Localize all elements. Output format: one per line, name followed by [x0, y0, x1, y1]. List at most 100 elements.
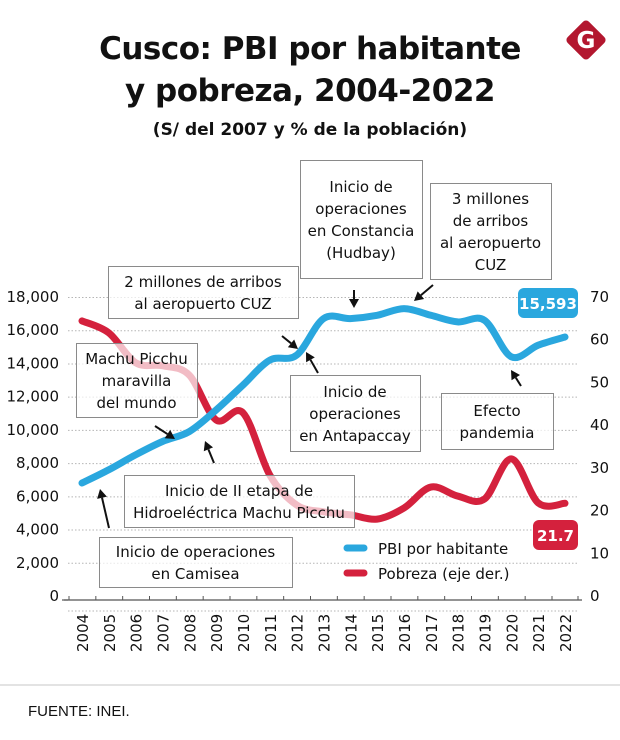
x-axis-year-label: 2018: [450, 614, 468, 652]
x-axis-year-label: 2010: [235, 614, 253, 652]
axes: 0 2,000 4,000 6,000 8,000 10,000 12,000 14,000 1…: [7, 288, 610, 652]
annotation-text: pandemia: [460, 424, 535, 442]
annotation-arrow: [101, 497, 110, 529]
logo-diamond: [566, 20, 606, 60]
left-axis-tick-label: 4,000: [16, 521, 59, 539]
chart-area: 0 2,000 4,000 6,000 8,000 10,000 12,000 14,000 1…: [7, 160, 610, 652]
x-axis-year-label: 2019: [477, 614, 495, 652]
annotation-arrowhead-icon: [287, 339, 298, 349]
annotation-text: al aeropuerto CUZ: [134, 295, 271, 313]
annotation-arrow: [309, 359, 319, 374]
right-axis-tick-label: 50: [590, 373, 609, 391]
chart-title: Cusco: PBI por habitante y pobreza, 2004…: [0, 28, 620, 112]
x-axis-year-label: 2004: [74, 614, 92, 652]
annotation-text: Hidroeléctrica Machu Picchu: [133, 504, 345, 522]
x-axis-year-label: 2017: [423, 614, 441, 652]
pbi-badge-background: [518, 288, 578, 318]
title-line-1: Cusco: PBI por habitante: [99, 31, 521, 67]
annotation-text: operaciones: [315, 200, 407, 218]
annotation-arrowhead-icon: [349, 299, 359, 308]
annotation-frame: [76, 343, 198, 418]
right-axis-tick-label: 40: [590, 416, 609, 434]
annotation-frame: [430, 183, 552, 280]
right-axis-tick-label: 70: [590, 288, 609, 306]
legend: PBI por habitante Pobreza (eje der.): [343, 540, 510, 583]
annotation-frame: [99, 537, 293, 588]
x-axis-year-label: 2015: [369, 614, 387, 652]
pbi-badge-value: 15,593: [519, 295, 577, 313]
annotation-text: en Constancia: [308, 222, 415, 240]
annotation-frame: [124, 475, 355, 528]
annotation-arrowhead-icon: [511, 370, 521, 381]
annotation-box: 3 millones de arribos al aeropuerto CUZ: [414, 183, 552, 301]
right-axis-tick-label: 30: [590, 459, 609, 477]
annotation-frame: [441, 393, 554, 450]
x-axis-year-label: 2014: [342, 614, 360, 652]
pobreza-end-badge: 21.7: [533, 520, 578, 550]
annotation-arrowhead-icon: [306, 352, 315, 363]
x-axis-year-label: 2013: [316, 614, 334, 652]
annotation-text: Inicio de: [323, 383, 386, 401]
pobreza-badge-value: 21.7: [537, 527, 574, 545]
pbi-end-badge: 15,593: [518, 288, 578, 318]
annotation-text: Inicio de II etapa de: [165, 482, 313, 500]
right-axis-tick-label: 10: [590, 544, 609, 562]
annotation-text: maravilla: [102, 372, 172, 390]
legend-label-pbi: PBI por habitante: [378, 540, 508, 558]
x-axis-year-label: 2009: [208, 614, 226, 652]
annotation-text: Efecto: [473, 402, 520, 420]
logo-letter: G: [577, 28, 596, 54]
legend-item-pbi: PBI por habitante: [343, 540, 508, 558]
annotation-frame: [300, 160, 423, 279]
annotation-arrow: [207, 448, 215, 464]
x-axis-year-label: 2021: [530, 614, 548, 652]
annotation-arrowhead-icon: [164, 429, 175, 439]
annotation-text: de arribos: [453, 212, 529, 230]
annotation-arrowhead-icon: [414, 291, 425, 301]
left-axis-tick-label: 8,000: [16, 454, 59, 472]
annotation-box: Inicio de II etapa de Hidroeléctrica Mach…: [124, 441, 355, 528]
annotation-arrowhead-icon: [97, 489, 107, 499]
right-axis-tick-label: 20: [590, 502, 609, 520]
annotation-frame: [290, 375, 421, 452]
annotation-box: Inicio de operaciones en Antapaccay: [290, 352, 421, 452]
source-note: FUENTE: INEI.: [28, 703, 130, 720]
annotation-text: 3 millones: [452, 190, 529, 208]
annotation-text: 2 millones de arribos: [124, 273, 282, 291]
annotation-arrow: [154, 425, 168, 435]
x-axis-year-label: 2007: [155, 614, 173, 652]
annotation-arrowhead-icon: [203, 441, 214, 452]
left-axis-tick-label: 14,000: [7, 354, 60, 372]
annotation-text: del mundo: [96, 394, 176, 412]
left-axis-tick-label: 10,000: [7, 421, 60, 439]
annotation-text: CUZ: [475, 256, 506, 274]
x-axis-year-label: 2020: [503, 614, 521, 652]
right-axis-tick-label: 60: [590, 331, 609, 349]
annotation-text: al aeropuerto: [440, 234, 541, 252]
left-axis-tick-label: 16,000: [7, 321, 60, 339]
annotation-arrow: [514, 377, 522, 387]
annotation-box: Machu Picchu maravilla del mundo: [76, 343, 198, 439]
annotation-text: operaciones: [309, 405, 401, 423]
annotations: Inicio de operaciones en Camisea Machu Pic…: [76, 160, 554, 588]
annotation-arrow: [281, 335, 292, 345]
annotation-text: Inicio de operaciones: [116, 543, 276, 561]
x-axis-year-label: 2012: [289, 614, 307, 652]
legend-label-pobreza: Pobreza (eje der.): [378, 565, 510, 583]
x-axis-year-label: 2005: [101, 614, 119, 652]
x-axis-year-label: 2011: [262, 614, 280, 652]
annotation-text: Inicio de: [329, 178, 392, 196]
annotation-box: Inicio de operaciones en Constancia (Hudbay…: [300, 160, 423, 308]
left-axis-tick-label: 6,000: [16, 487, 59, 505]
annotation-text: en Camisea: [151, 565, 239, 583]
left-axis-tick-label: 12,000: [7, 388, 60, 406]
x-axis-year-label: 2006: [128, 614, 146, 652]
footer-divider: [0, 684, 620, 686]
gestion-logo-icon: G: [566, 20, 606, 60]
title-line-2: y pobreza, 2004-2022: [125, 73, 495, 109]
left-axis-tick-label: 18,000: [7, 288, 60, 306]
x-axis-year-label: 2016: [396, 614, 414, 652]
annotation-box: Inicio de operaciones en Camisea: [97, 489, 293, 588]
chart-subtitle: (S/ del 2007 y % de la población): [152, 120, 468, 140]
annotation-box: Efecto pandemia: [441, 370, 554, 450]
